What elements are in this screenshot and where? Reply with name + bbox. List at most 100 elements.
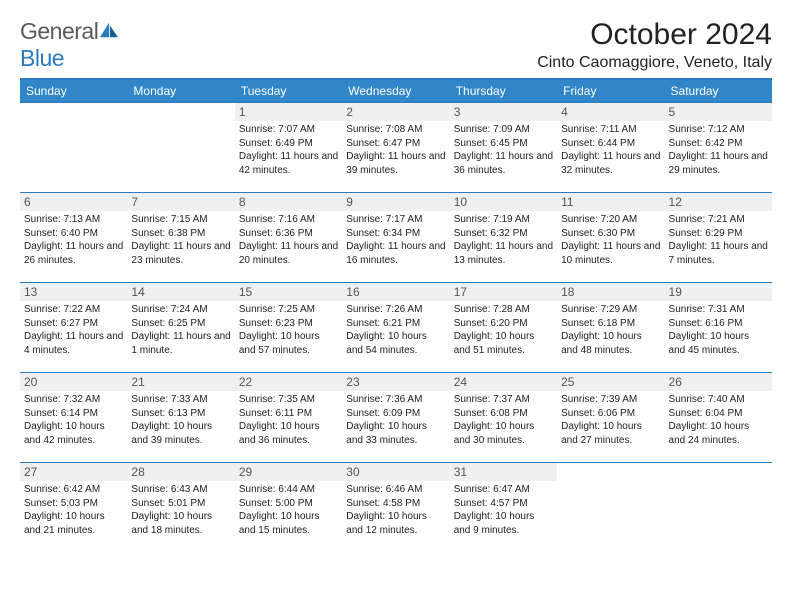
calendar-day-cell: 2Sunrise: 7:08 AMSunset: 6:47 PMDaylight… [342,103,449,193]
daylight-line: Daylight: 11 hours and 7 minutes. [669,240,768,267]
sunrise-line: Sunrise: 7:28 AM [454,303,553,317]
sunset-line: Sunset: 6:08 PM [454,407,553,421]
sunset-line: Sunset: 6:13 PM [131,407,230,421]
page-title: October 2024 [537,18,772,52]
calendar-day-cell: 26Sunrise: 7:40 AMSunset: 6:04 PMDayligh… [665,373,772,463]
day-info: Sunrise: 7:22 AMSunset: 6:27 PMDaylight:… [24,303,123,357]
sunrise-line: Sunrise: 7:08 AM [346,123,445,137]
day-number: 14 [127,283,234,301]
sunrise-line: Sunrise: 7:07 AM [239,123,338,137]
sunset-line: Sunset: 6:40 PM [24,227,123,241]
calendar-week-row: 6Sunrise: 7:13 AMSunset: 6:40 PMDaylight… [20,193,772,283]
sunrise-line: Sunrise: 6:46 AM [346,483,445,497]
calendar-day-cell: 28Sunrise: 6:43 AMSunset: 5:01 PMDayligh… [127,463,234,553]
calendar-body: 1Sunrise: 7:07 AMSunset: 6:49 PMDaylight… [20,103,772,553]
daylight-line: Daylight: 10 hours and 33 minutes. [346,420,445,447]
day-info: Sunrise: 7:16 AMSunset: 6:36 PMDaylight:… [239,213,338,267]
daylight-line: Daylight: 11 hours and 36 minutes. [454,150,553,177]
calendar-day-cell: 3Sunrise: 7:09 AMSunset: 6:45 PMDaylight… [450,103,557,193]
sunrise-line: Sunrise: 6:44 AM [239,483,338,497]
day-info: Sunrise: 7:33 AMSunset: 6:13 PMDaylight:… [131,393,230,447]
sunset-line: Sunset: 5:00 PM [239,497,338,511]
sunset-line: Sunset: 4:57 PM [454,497,553,511]
daylight-line: Daylight: 11 hours and 23 minutes. [131,240,230,267]
daylight-line: Daylight: 11 hours and 1 minute. [131,330,230,357]
daylight-line: Daylight: 11 hours and 26 minutes. [24,240,123,267]
sunset-line: Sunset: 5:01 PM [131,497,230,511]
sunrise-line: Sunrise: 7:25 AM [239,303,338,317]
sunset-line: Sunset: 6:18 PM [561,317,660,331]
sunset-line: Sunset: 6:42 PM [669,137,768,151]
calendar-day-cell: 8 Sunrise: 7:16 AMSunset: 6:36 PMDaylight… [235,193,342,283]
calendar-day-cell: 20Sunrise: 7:32 AMSunset: 6:14 PMDayligh… [20,373,127,463]
calendar-day-cell: 29Sunrise: 6:44 AMSunset: 5:00 PMDayligh… [235,463,342,553]
daylight-line: Daylight: 10 hours and 48 minutes. [561,330,660,357]
calendar-day-cell: 30Sunrise: 6:46 AMSunset: 4:58 PMDayligh… [342,463,449,553]
calendar-day-cell: 15Sunrise: 7:25 AMSunset: 6:23 PMDayligh… [235,283,342,373]
day-number: 8 [235,193,342,211]
calendar-day-cell: 13Sunrise: 7:22 AMSunset: 6:27 PMDayligh… [20,283,127,373]
daylight-line: Daylight: 10 hours and 30 minutes. [454,420,553,447]
calendar-day-cell: 18Sunrise: 7:29 AMSunset: 6:18 PMDayligh… [557,283,664,373]
weekday-header: Thursday [450,80,557,103]
sunrise-line: Sunrise: 7:16 AM [239,213,338,227]
sunrise-line: Sunrise: 6:47 AM [454,483,553,497]
day-info: Sunrise: 7:36 AMSunset: 6:09 PMDaylight:… [346,393,445,447]
day-info: Sunrise: 7:35 AMSunset: 6:11 PMDaylight:… [239,393,338,447]
daylight-line: Daylight: 11 hours and 4 minutes. [24,330,123,357]
calendar-day-cell: 14 Sunrise: 7:24 AMSunset: 6:25 PMDayligh… [127,283,234,373]
day-info: Sunrise: 7:39 AMSunset: 6:06 PMDaylight:… [561,393,660,447]
day-info: Sunrise: 7:15 AMSunset: 6:38 PMDaylight:… [131,213,230,267]
day-number: 30 [342,463,449,481]
daylight-line: Daylight: 11 hours and 16 minutes. [346,240,445,267]
calendar-day-cell: 22Sunrise: 7:35 AMSunset: 6:11 PMDayligh… [235,373,342,463]
day-number: 4 [557,103,664,121]
calendar-day-cell: 17Sunrise: 7:28 AMSunset: 6:20 PMDayligh… [450,283,557,373]
day-number: 7 [127,193,234,211]
sunrise-line: Sunrise: 7:22 AM [24,303,123,317]
sunset-line: Sunset: 6:47 PM [346,137,445,151]
daylight-line: Daylight: 10 hours and 45 minutes. [669,330,768,357]
sunset-line: Sunset: 6:09 PM [346,407,445,421]
calendar-day-cell: 7 Sunrise: 7:15 AMSunset: 6:38 PMDaylight… [127,193,234,283]
logo: General Blue [20,18,120,72]
day-number: 9 [342,193,449,211]
daylight-line: Daylight: 11 hours and 10 minutes. [561,240,660,267]
sunrise-line: Sunrise: 7:40 AM [669,393,768,407]
sunset-line: Sunset: 6:14 PM [24,407,123,421]
sunrise-line: Sunrise: 7:13 AM [24,213,123,227]
calendar-week-row: 13Sunrise: 7:22 AMSunset: 6:27 PMDayligh… [20,283,772,373]
sunset-line: Sunset: 6:45 PM [454,137,553,151]
calendar-day-cell: 25Sunrise: 7:39 AMSunset: 6:06 PMDayligh… [557,373,664,463]
day-number: 28 [127,463,234,481]
sunset-line: Sunset: 6:23 PM [239,317,338,331]
calendar-day-cell: 31Sunrise: 6:47 AMSunset: 4:57 PMDayligh… [450,463,557,553]
day-number: 17 [450,283,557,301]
weekday-header-row: Sunday Monday Tuesday Wednesday Thursday… [20,80,772,103]
logo-word2: Blue [20,45,64,71]
daylight-line: Daylight: 10 hours and 15 minutes. [239,510,338,537]
sunrise-line: Sunrise: 7:09 AM [454,123,553,137]
day-info: Sunrise: 6:44 AMSunset: 5:00 PMDaylight:… [239,483,338,537]
day-number: 24 [450,373,557,391]
day-info: Sunrise: 7:19 AMSunset: 6:32 PMDaylight:… [454,213,553,267]
daylight-line: Daylight: 10 hours and 24 minutes. [669,420,768,447]
day-number: 1 [235,103,342,121]
sunset-line: Sunset: 6:16 PM [669,317,768,331]
calendar-empty-cell [665,463,772,553]
calendar-empty-cell [557,463,664,553]
day-info: Sunrise: 6:42 AMSunset: 5:03 PMDaylight:… [24,483,123,537]
sunset-line: Sunset: 6:11 PM [239,407,338,421]
day-info: Sunrise: 7:12 AMSunset: 6:42 PMDaylight:… [669,123,768,177]
calendar-day-cell: 9Sunrise: 7:17 AMSunset: 6:34 PMDaylight… [342,193,449,283]
sunrise-line: Sunrise: 7:33 AM [131,393,230,407]
sunrise-line: Sunrise: 7:24 AM [131,303,230,317]
day-info: Sunrise: 7:24 AMSunset: 6:25 PMDaylight:… [131,303,230,357]
day-number: 31 [450,463,557,481]
sunrise-line: Sunrise: 7:32 AM [24,393,123,407]
day-info: Sunrise: 7:08 AMSunset: 6:47 PMDaylight:… [346,123,445,177]
day-info: Sunrise: 7:11 AMSunset: 6:44 PMDaylight:… [561,123,660,177]
day-info: Sunrise: 7:26 AMSunset: 6:21 PMDaylight:… [346,303,445,357]
daylight-line: Daylight: 10 hours and 57 minutes. [239,330,338,357]
calendar-table: Sunday Monday Tuesday Wednesday Thursday… [20,80,772,553]
